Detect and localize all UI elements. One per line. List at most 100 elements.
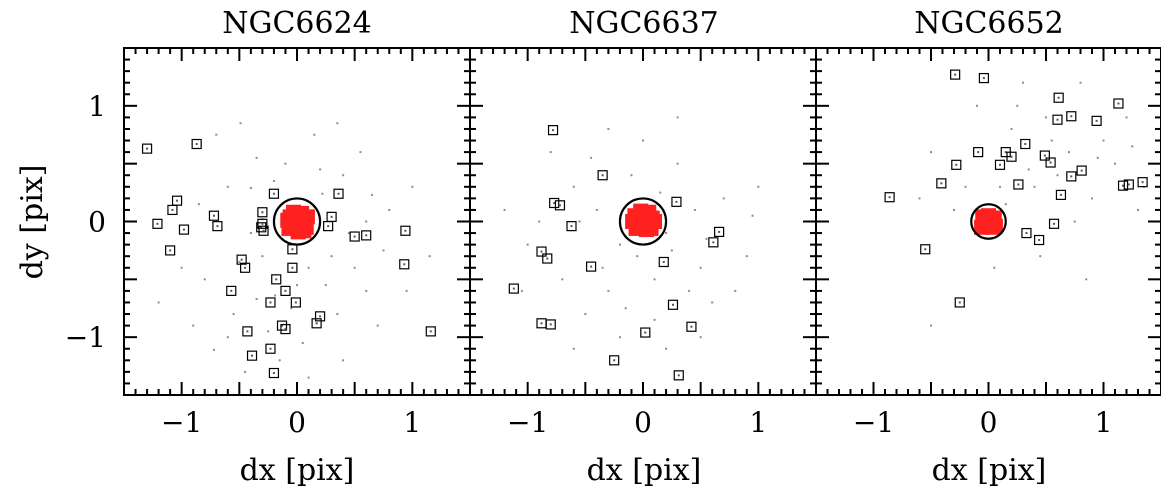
noise-point bbox=[370, 193, 373, 196]
rejected-point bbox=[268, 188, 280, 199]
noise-point bbox=[705, 237, 708, 240]
rejected-point-dot bbox=[171, 208, 174, 211]
rejected-point bbox=[1021, 227, 1032, 239]
rejected-point-dot bbox=[195, 143, 198, 146]
noise-point bbox=[267, 330, 270, 333]
rejected-point bbox=[1117, 180, 1129, 191]
plot-marks: −1 0 1 bbox=[469, 47, 817, 439]
rejected-point-dot bbox=[540, 250, 543, 253]
noise-point bbox=[1039, 255, 1042, 258]
x-axis-label: dx [pix] bbox=[240, 453, 355, 488]
noise-point bbox=[290, 307, 293, 310]
noise-point bbox=[976, 104, 978, 107]
noise-point bbox=[244, 370, 247, 373]
noise-point bbox=[347, 232, 350, 235]
rejected-point bbox=[323, 221, 334, 232]
rejected-point-dot bbox=[954, 73, 957, 76]
rejected-point-dot bbox=[644, 331, 647, 334]
rejected-point-dot bbox=[977, 151, 980, 154]
rejected-point-dot bbox=[337, 192, 340, 195]
rejected-point bbox=[242, 326, 253, 337]
noise-point bbox=[261, 255, 264, 258]
rejected-point bbox=[640, 327, 651, 338]
rejected-point bbox=[280, 285, 291, 296]
rejected-point-dot bbox=[1070, 115, 1073, 118]
rejected-point bbox=[547, 125, 559, 136]
rejected-point-dot bbox=[558, 204, 561, 207]
noise-point bbox=[1033, 185, 1036, 188]
panel-title: NGC6637 bbox=[569, 6, 719, 41]
rejected-point-dot bbox=[294, 301, 297, 304]
rejected-point-dot bbox=[176, 199, 179, 202]
selected-point bbox=[974, 219, 990, 235]
rejected-point-dot bbox=[261, 211, 264, 214]
rejected-point-dot bbox=[940, 182, 943, 185]
noise-point bbox=[319, 168, 322, 171]
noise-point bbox=[538, 220, 541, 223]
noise-point bbox=[239, 122, 242, 125]
rejected-point bbox=[178, 224, 190, 235]
rejected-point-dot bbox=[315, 322, 318, 325]
noise-point bbox=[953, 208, 955, 211]
rejected-point bbox=[236, 254, 247, 265]
rejected-point-dot bbox=[1010, 155, 1013, 158]
rejected-point-dot bbox=[552, 129, 555, 132]
rejected-point bbox=[276, 320, 288, 331]
rejected-point bbox=[1052, 114, 1063, 125]
rejected-point bbox=[1020, 138, 1031, 150]
noise-point bbox=[272, 180, 275, 183]
rejected-point bbox=[1013, 179, 1024, 190]
noise-point bbox=[197, 203, 200, 206]
rejected-point-dot bbox=[590, 265, 593, 268]
rejected-point bbox=[597, 170, 608, 181]
rejected-point bbox=[1076, 165, 1087, 176]
noise-point bbox=[595, 208, 598, 211]
rejected-point-dot bbox=[1117, 102, 1120, 105]
rejected-point bbox=[609, 355, 620, 366]
rejected-point-dot bbox=[1025, 232, 1028, 235]
rejected-point bbox=[954, 297, 965, 308]
noise-point bbox=[572, 347, 575, 350]
x-tick-label: 0 bbox=[288, 406, 306, 439]
rejected-point bbox=[708, 237, 719, 248]
noise-point bbox=[307, 376, 310, 379]
rejected-point bbox=[994, 159, 1006, 170]
noise-point bbox=[520, 289, 523, 292]
rejected-point-dot bbox=[1024, 143, 1027, 146]
rejected-point-dot bbox=[1059, 193, 1062, 196]
rejected-point-dot bbox=[429, 330, 432, 333]
noise-point bbox=[711, 301, 714, 304]
rejected-point-dot bbox=[553, 201, 556, 204]
rejected-point bbox=[258, 225, 269, 236]
x-axis-label: dx [pix] bbox=[932, 453, 1047, 488]
rejected-point-dot bbox=[718, 230, 721, 233]
noise-point bbox=[226, 185, 229, 188]
x-tick-label: 1 bbox=[403, 406, 421, 439]
noise-point bbox=[993, 266, 996, 269]
panel-ngc6637: NGC6637 dx [pix] −1 0 1 bbox=[469, 6, 817, 488]
noise-point bbox=[330, 255, 333, 258]
rejected-point-dot bbox=[958, 301, 961, 304]
rejected-point-dot bbox=[261, 222, 264, 225]
noise-point bbox=[1045, 116, 1047, 119]
noise-point bbox=[232, 313, 235, 316]
selection-circle bbox=[272, 197, 322, 246]
rejected-point-dot bbox=[365, 234, 368, 237]
noise-point bbox=[226, 336, 229, 339]
noise-point bbox=[930, 324, 932, 327]
noise-point bbox=[342, 174, 345, 177]
y-axis-label: dy [pix] bbox=[15, 165, 50, 280]
noise-point bbox=[307, 266, 310, 269]
noise-point bbox=[284, 162, 287, 165]
noise-point bbox=[255, 156, 258, 159]
noise-point bbox=[964, 185, 967, 188]
rejected-point-dot bbox=[146, 147, 149, 150]
noise-point bbox=[561, 278, 564, 281]
plot-marks: −1 0 1 bbox=[815, 47, 1161, 439]
noise-point bbox=[578, 220, 581, 223]
noise-point bbox=[918, 197, 921, 200]
noise-point bbox=[1102, 139, 1105, 142]
noise-point bbox=[365, 289, 368, 292]
rejected-point bbox=[1048, 218, 1060, 229]
rejected-point bbox=[973, 147, 984, 158]
